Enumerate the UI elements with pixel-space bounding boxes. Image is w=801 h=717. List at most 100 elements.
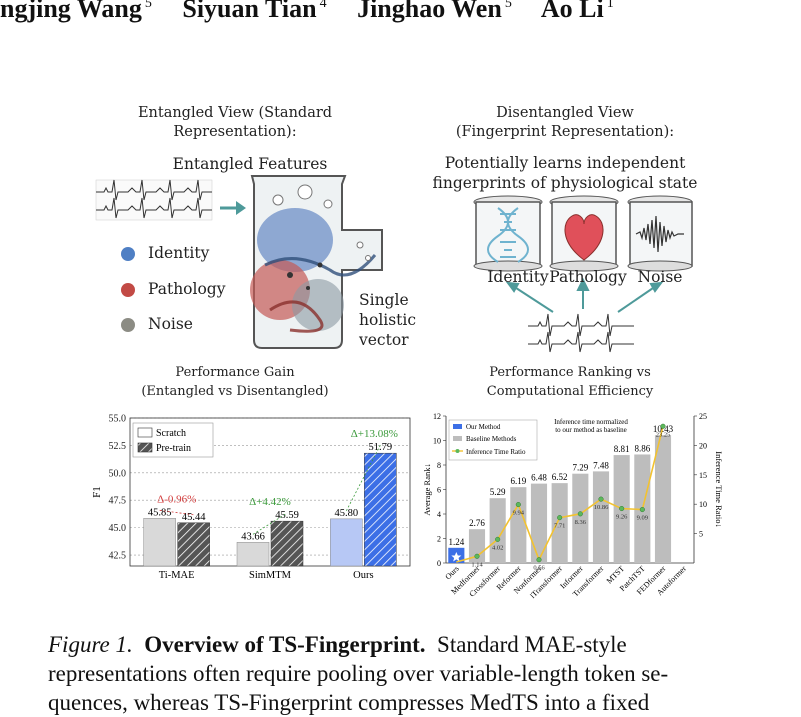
chart2-legend-ours-swatch — [453, 424, 462, 429]
chart1-value-label-scratch: 45.80 — [335, 508, 359, 519]
caption-line-3: quences, whereas TS-Fingerprint compress… — [48, 690, 650, 715]
chart2-time-ratio-label: 23.25 — [656, 431, 671, 438]
jar-pathology-label: Pathology — [549, 268, 627, 286]
chart2-rank-bar — [572, 473, 589, 563]
chart2-time-ratio-point — [536, 557, 542, 563]
chart1-bar-pretrain — [177, 522, 210, 567]
chart1-delta-connector — [159, 509, 194, 516]
chart1-delta-annotation: Δ-0.96% — [157, 493, 196, 505]
chart2-rank-label: 6.48 — [531, 473, 547, 483]
chart2-y2tick-label: 25 — [699, 412, 707, 421]
chart1-ytick-label: 55.0 — [109, 414, 127, 425]
chart2-rank-label: 6.19 — [510, 476, 526, 486]
author-3: Jinghao Wen 5 — [357, 0, 512, 23]
chart1-value-label-scratch: 43.66 — [241, 531, 265, 542]
identity-dot-icon — [121, 247, 135, 261]
chart2-rank-label: 1.24 — [448, 537, 464, 547]
chart2-ytick-label: 12 — [433, 412, 441, 421]
pathology-dot-icon — [121, 283, 135, 297]
chart2-category-label: Ours — [443, 564, 460, 581]
jar-identity-label: Identity — [487, 268, 549, 286]
entangled-features-label: Entangled Features — [172, 155, 328, 173]
chart2-time-ratio-point — [557, 515, 563, 521]
author-line: ngjing Wang 5 Siyuan Tian 4 Jinghao Wen 5 A… — [0, 0, 801, 24]
arrows-to-jars-icon — [505, 277, 664, 313]
chart1-ytick-label: 52.5 — [109, 441, 127, 452]
beaker-icon — [250, 175, 383, 349]
chart2-rank-label: 2.76 — [469, 518, 485, 528]
chart2-legend-box — [448, 419, 538, 461]
disentangled-illustration — [473, 195, 693, 353]
chart2-rank-bar — [489, 498, 506, 563]
chart2-legend-line-label: Inference Time Ratio — [466, 448, 526, 456]
chart2-time-ratio-point — [495, 536, 501, 542]
chart2-rank-label: 7.29 — [572, 463, 588, 473]
chart2-rank-bar — [551, 483, 568, 563]
chart2-time-ratio-label: 8.36 — [575, 519, 587, 526]
chart2-title: Performance Ranking vs Computational Eff… — [486, 365, 654, 399]
chart1-delta-connector — [345, 445, 381, 512]
chart2-y2tick-label: 5 — [699, 530, 703, 539]
chart2-legend-baseline-swatch — [453, 436, 462, 441]
chart1-value-label-pretrain: 45.59 — [275, 510, 299, 521]
chart2-time-ratio-label: 9.94 — [513, 510, 525, 517]
caption-line-2: representations often require pooling ov… — [48, 661, 669, 686]
chart1-bar-pretrain — [364, 452, 397, 567]
heart-icon — [564, 214, 604, 261]
entangled-view-title: Entangled View (Standard Representation)… — [137, 105, 333, 140]
author-1: ngjing Wang 5 — [0, 0, 152, 23]
chart2-rank-label: 8.86 — [634, 443, 650, 453]
chart1-ytick-label: 50.0 — [109, 468, 127, 479]
chart2-time-ratio-point — [660, 423, 666, 429]
chart2-time-ratio-label: 9.09 — [637, 515, 648, 522]
chart1-ylabel: F1 — [91, 486, 103, 498]
chart2-ylabel: Average Rank↓ — [422, 463, 432, 515]
chart2-time-ratio-point — [577, 511, 583, 517]
chart2-time-ratio-point — [619, 506, 625, 512]
arrow-right-icon — [220, 201, 246, 215]
chart2-legend-baseline-label: Baseline Methods — [466, 435, 517, 443]
chart2-legend-marker-swatch — [455, 449, 460, 453]
ecg-source-icon — [528, 313, 634, 353]
chart1-ytick-label: 45.0 — [109, 523, 127, 534]
chart2-ytick-label: 2 — [437, 535, 441, 544]
chart1-ytick-label: 42.5 — [109, 551, 127, 562]
legend-identity-label: Identity — [148, 244, 210, 262]
chart2-y2label: Inference Time Ratio↓ — [714, 451, 724, 527]
chart1-value-label-pretrain: 51.79 — [369, 442, 393, 453]
ours-star-icon — [451, 552, 462, 562]
jar-noise-label: Noise — [637, 268, 683, 286]
chart1-title: Performance Gain (Entangled vs Disentang… — [141, 365, 329, 399]
chart2-time-ratio-label: 0.56 — [533, 565, 545, 572]
chart2-time-ratio-label: 1.14 — [471, 561, 483, 568]
entangled-illustration — [95, 175, 383, 349]
disentangled-subtitle: Potentially learns independent fingerpri… — [432, 154, 698, 192]
legend-noise-label: Noise — [148, 315, 193, 333]
chart2-ytick-label: 10 — [433, 437, 441, 446]
chart2-time-ratio-label: 10.86 — [594, 504, 609, 511]
chart2-rank-label: 10.43 — [653, 424, 674, 434]
legend-pathology-label: Pathology — [148, 280, 226, 298]
chart1-delta-annotation: Δ+13.08% — [351, 428, 398, 440]
chart2-time-ratio-point — [474, 553, 480, 559]
noise-dot-icon — [121, 318, 135, 332]
chart2-rank-bar — [530, 483, 548, 563]
chart1-bar-scratch — [143, 518, 176, 567]
chart2-time-ratio-label: 9.26 — [616, 514, 628, 521]
chart2-rank-bar — [468, 529, 486, 563]
chart2-ytick-label: 0 — [437, 559, 441, 568]
chart1-category-label: SimMTM — [249, 570, 292, 581]
chart2-ytick-label: 8 — [437, 461, 441, 470]
chart1-legend-scratch-label: Scratch — [156, 428, 186, 439]
author-2: Siyuan Tian 4 — [182, 0, 327, 23]
chart1-delta-annotation: Δ+4.42% — [249, 496, 291, 508]
chart2-rank-label: 5.29 — [490, 487, 506, 497]
dna-icon — [487, 207, 529, 263]
jar-noise — [627, 195, 693, 272]
figure-caption: Figure 1. Overview of TS-Fingerprint. St… — [48, 630, 768, 717]
chart2-y2tick-label: 10 — [699, 500, 707, 509]
chart2-note-line2: to our method as baseline — [555, 426, 627, 434]
performance-gain-chart: 55.0 52.5 50.0 47.5 45.0 42.5 F1 45.85 45.44 Ti-M… — [91, 414, 411, 581]
chart2-legend-ours-label: Our Method — [466, 423, 501, 431]
chart1-legend-pretrain-label: Pre-train — [156, 443, 191, 454]
